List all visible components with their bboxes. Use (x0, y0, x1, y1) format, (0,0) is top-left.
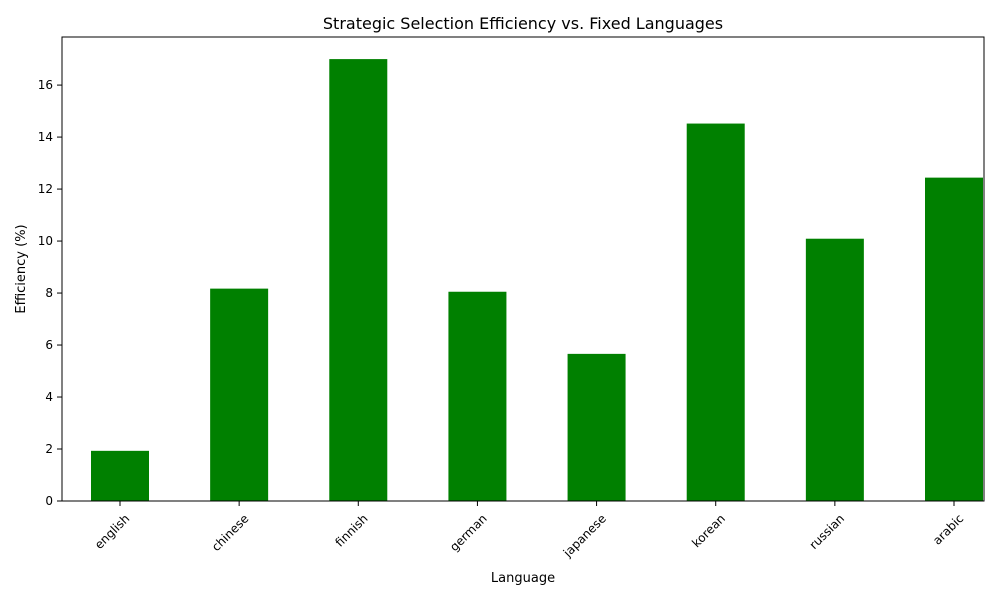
x-axis-label: Language (491, 571, 555, 586)
y-tick-label: 8 (45, 286, 53, 300)
x-axis: english chinese finnish german japanese korea… (92, 501, 966, 560)
plot-frame (61, 36, 985, 502)
x-tick-label: english (92, 511, 132, 551)
bar-chinese (210, 288, 269, 501)
x-tick-label: finnish (332, 511, 370, 549)
y-tick-label: 6 (45, 338, 53, 352)
x-tick-label: arabic (930, 511, 966, 547)
y-tick-label: 0 (45, 494, 53, 508)
bar-korean (686, 123, 745, 502)
y-tick-label: 14 (38, 130, 53, 144)
y-tick-label: 2 (45, 442, 53, 456)
bar-english (91, 450, 149, 501)
y-tick-label: 16 (38, 78, 53, 92)
bar-japanese (567, 353, 626, 501)
bar-russian (805, 238, 864, 501)
x-tick-label: chinese (209, 511, 252, 554)
bar-arabic (925, 177, 983, 501)
x-tick-label: german (447, 511, 490, 554)
bar-finnish (329, 59, 388, 501)
x-tick-label: japanese (560, 511, 609, 560)
bar-german (448, 291, 507, 501)
x-tick-label: korean (689, 511, 728, 550)
y-axis-label: Efficiency (%) (14, 224, 29, 313)
bars-layer (91, 59, 983, 502)
y-tick-label: 4 (45, 390, 53, 404)
y-axis: 0 2 4 6 8 10 12 14 16 (38, 78, 62, 508)
y-tick-label: 12 (38, 182, 53, 196)
y-tick-label: 10 (38, 234, 53, 248)
chart-title: Strategic Selection Efficiency vs. Fixed… (323, 14, 723, 33)
x-tick-label: russian (807, 511, 848, 552)
